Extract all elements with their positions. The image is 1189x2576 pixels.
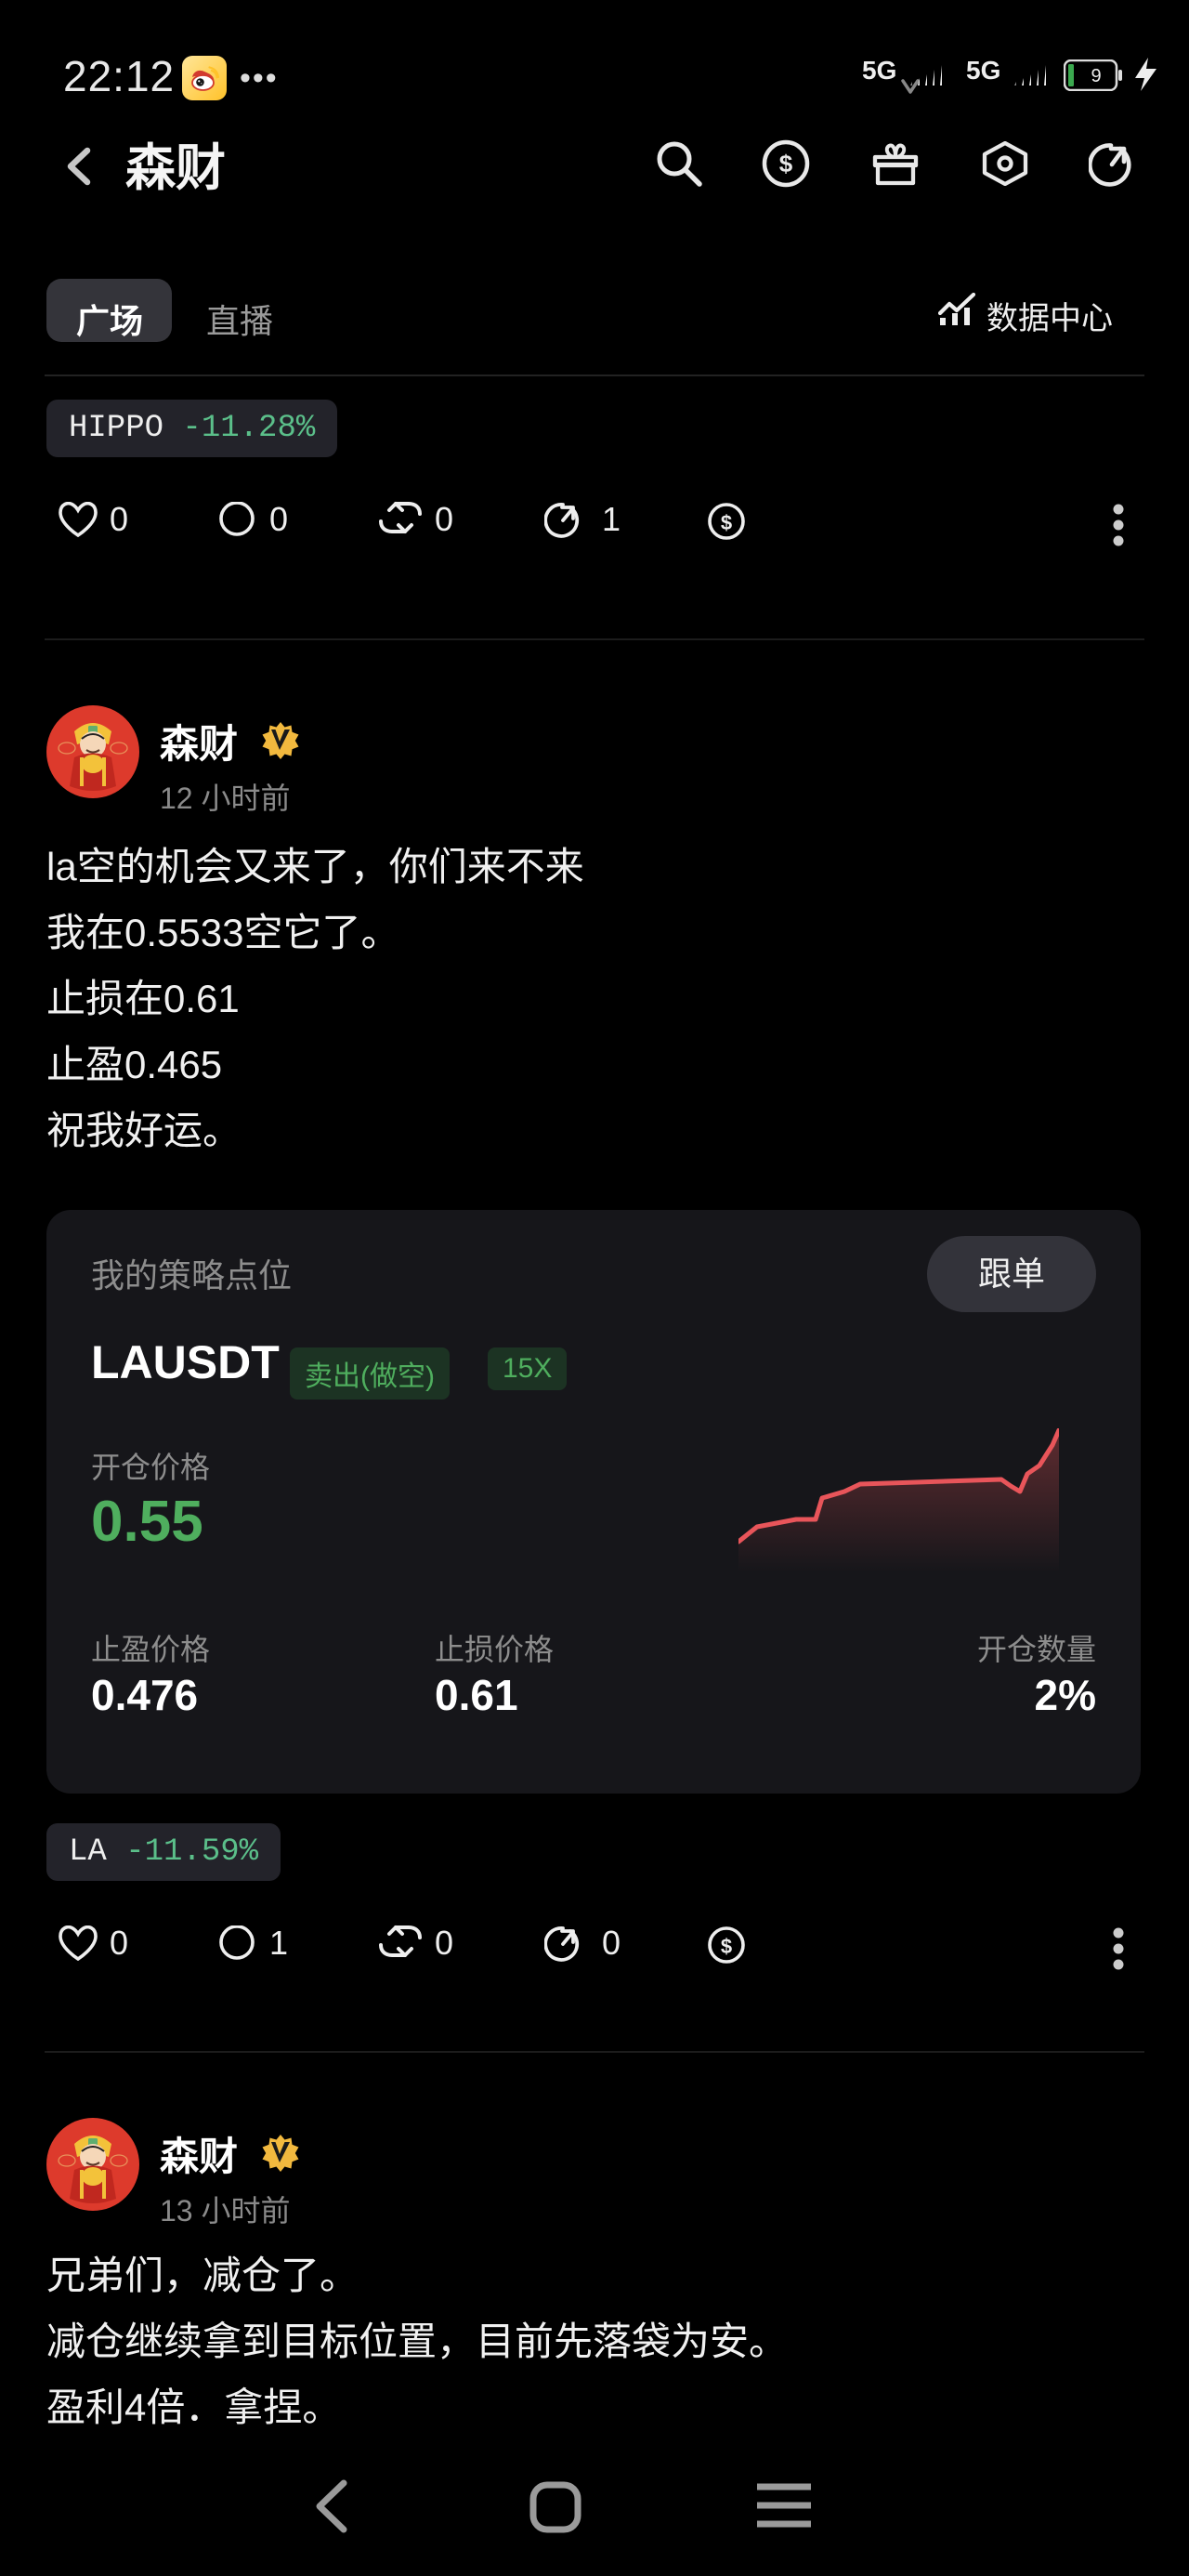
svg-text:$: $: [779, 150, 793, 177]
svg-text:9: 9: [1091, 66, 1101, 86]
svg-text:$: $: [721, 511, 732, 534]
svg-text:$: $: [721, 1935, 732, 1958]
